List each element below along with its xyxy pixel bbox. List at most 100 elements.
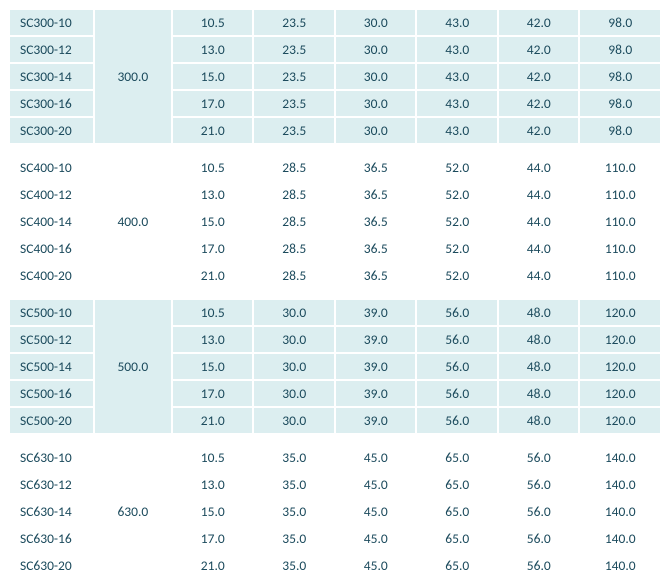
- spec-table: SC300-10300.010.523.530.043.042.098.0SC3…: [8, 8, 662, 580]
- data-cell: 45.0: [336, 472, 416, 497]
- data-cell: 43.0: [417, 64, 497, 89]
- data-cell: 28.5: [254, 182, 334, 207]
- data-cell: 35.0: [254, 445, 334, 470]
- group-value: 300.0: [95, 10, 171, 143]
- data-cell: 120.0: [580, 300, 660, 325]
- data-cell: 10.5: [173, 300, 253, 325]
- table-row: SC630-10630.010.535.045.065.056.0140.0: [10, 445, 660, 470]
- row-label: SC300-16: [10, 91, 93, 116]
- data-cell: 42.0: [499, 64, 579, 89]
- data-cell: 140.0: [580, 472, 660, 497]
- data-cell: 52.0: [417, 236, 497, 261]
- row-label: SC400-14: [10, 209, 93, 234]
- row-label: SC400-16: [10, 236, 93, 261]
- data-cell: 13.0: [173, 37, 253, 62]
- data-cell: 39.0: [336, 408, 416, 433]
- data-cell: 43.0: [417, 91, 497, 116]
- data-cell: 120.0: [580, 354, 660, 379]
- data-cell: 56.0: [417, 300, 497, 325]
- data-cell: 65.0: [417, 499, 497, 524]
- data-cell: 56.0: [499, 472, 579, 497]
- data-cell: 30.0: [336, 37, 416, 62]
- data-cell: 35.0: [254, 472, 334, 497]
- data-cell: 65.0: [417, 553, 497, 578]
- table-row: SC400-10400.010.528.536.552.044.0110.0: [10, 155, 660, 180]
- data-cell: 56.0: [417, 408, 497, 433]
- table-row: SC300-10300.010.523.530.043.042.098.0: [10, 10, 660, 35]
- data-cell: 39.0: [336, 381, 416, 406]
- data-cell: 42.0: [499, 91, 579, 116]
- data-cell: 21.0: [173, 408, 253, 433]
- data-cell: 17.0: [173, 91, 253, 116]
- data-cell: 36.5: [336, 236, 416, 261]
- data-cell: 21.0: [173, 263, 253, 288]
- data-cell: 28.5: [254, 236, 334, 261]
- row-label: SC630-10: [10, 445, 93, 470]
- row-label: SC400-20: [10, 263, 93, 288]
- data-cell: 23.5: [254, 10, 334, 35]
- data-cell: 35.0: [254, 526, 334, 551]
- data-cell: 140.0: [580, 526, 660, 551]
- data-cell: 13.0: [173, 182, 253, 207]
- data-cell: 23.5: [254, 118, 334, 143]
- data-cell: 36.5: [336, 263, 416, 288]
- data-cell: 44.0: [499, 236, 579, 261]
- data-cell: 56.0: [499, 526, 579, 551]
- data-cell: 98.0: [580, 37, 660, 62]
- data-cell: 52.0: [417, 209, 497, 234]
- data-cell: 120.0: [580, 381, 660, 406]
- data-cell: 10.5: [173, 10, 253, 35]
- data-cell: 23.5: [254, 91, 334, 116]
- data-cell: 39.0: [336, 354, 416, 379]
- data-cell: 17.0: [173, 236, 253, 261]
- data-cell: 120.0: [580, 408, 660, 433]
- data-cell: 30.0: [336, 64, 416, 89]
- row-label: SC630-20: [10, 553, 93, 578]
- data-cell: 44.0: [499, 209, 579, 234]
- data-cell: 35.0: [254, 499, 334, 524]
- data-cell: 21.0: [173, 118, 253, 143]
- data-cell: 28.5: [254, 263, 334, 288]
- data-cell: 39.0: [336, 300, 416, 325]
- row-label: SC400-10: [10, 155, 93, 180]
- data-cell: 65.0: [417, 445, 497, 470]
- data-cell: 120.0: [580, 327, 660, 352]
- data-cell: 43.0: [417, 37, 497, 62]
- data-cell: 36.5: [336, 182, 416, 207]
- data-cell: 30.0: [254, 408, 334, 433]
- data-cell: 23.5: [254, 37, 334, 62]
- data-cell: 48.0: [499, 327, 579, 352]
- data-cell: 17.0: [173, 381, 253, 406]
- data-cell: 28.5: [254, 209, 334, 234]
- data-cell: 45.0: [336, 553, 416, 578]
- table-row: SC500-10500.010.530.039.056.048.0120.0: [10, 300, 660, 325]
- row-label: SC300-12: [10, 37, 93, 62]
- data-cell: 21.0: [173, 553, 253, 578]
- row-label: SC630-12: [10, 472, 93, 497]
- row-label: SC500-14: [10, 354, 93, 379]
- data-cell: 45.0: [336, 526, 416, 551]
- data-cell: 30.0: [336, 10, 416, 35]
- data-cell: 10.5: [173, 155, 253, 180]
- row-label: SC500-12: [10, 327, 93, 352]
- data-cell: 140.0: [580, 553, 660, 578]
- data-cell: 39.0: [336, 327, 416, 352]
- data-cell: 45.0: [336, 445, 416, 470]
- data-cell: 98.0: [580, 10, 660, 35]
- data-cell: 36.5: [336, 209, 416, 234]
- data-cell: 36.5: [336, 155, 416, 180]
- data-cell: 56.0: [417, 354, 497, 379]
- data-cell: 44.0: [499, 263, 579, 288]
- data-cell: 110.0: [580, 155, 660, 180]
- data-cell: 35.0: [254, 553, 334, 578]
- group-value: 400.0: [95, 155, 171, 288]
- data-cell: 30.0: [336, 118, 416, 143]
- row-label: SC500-20: [10, 408, 93, 433]
- data-cell: 98.0: [580, 91, 660, 116]
- data-cell: 42.0: [499, 10, 579, 35]
- data-cell: 56.0: [499, 553, 579, 578]
- data-cell: 52.0: [417, 155, 497, 180]
- row-label: SC500-10: [10, 300, 93, 325]
- data-cell: 10.5: [173, 445, 253, 470]
- data-cell: 52.0: [417, 182, 497, 207]
